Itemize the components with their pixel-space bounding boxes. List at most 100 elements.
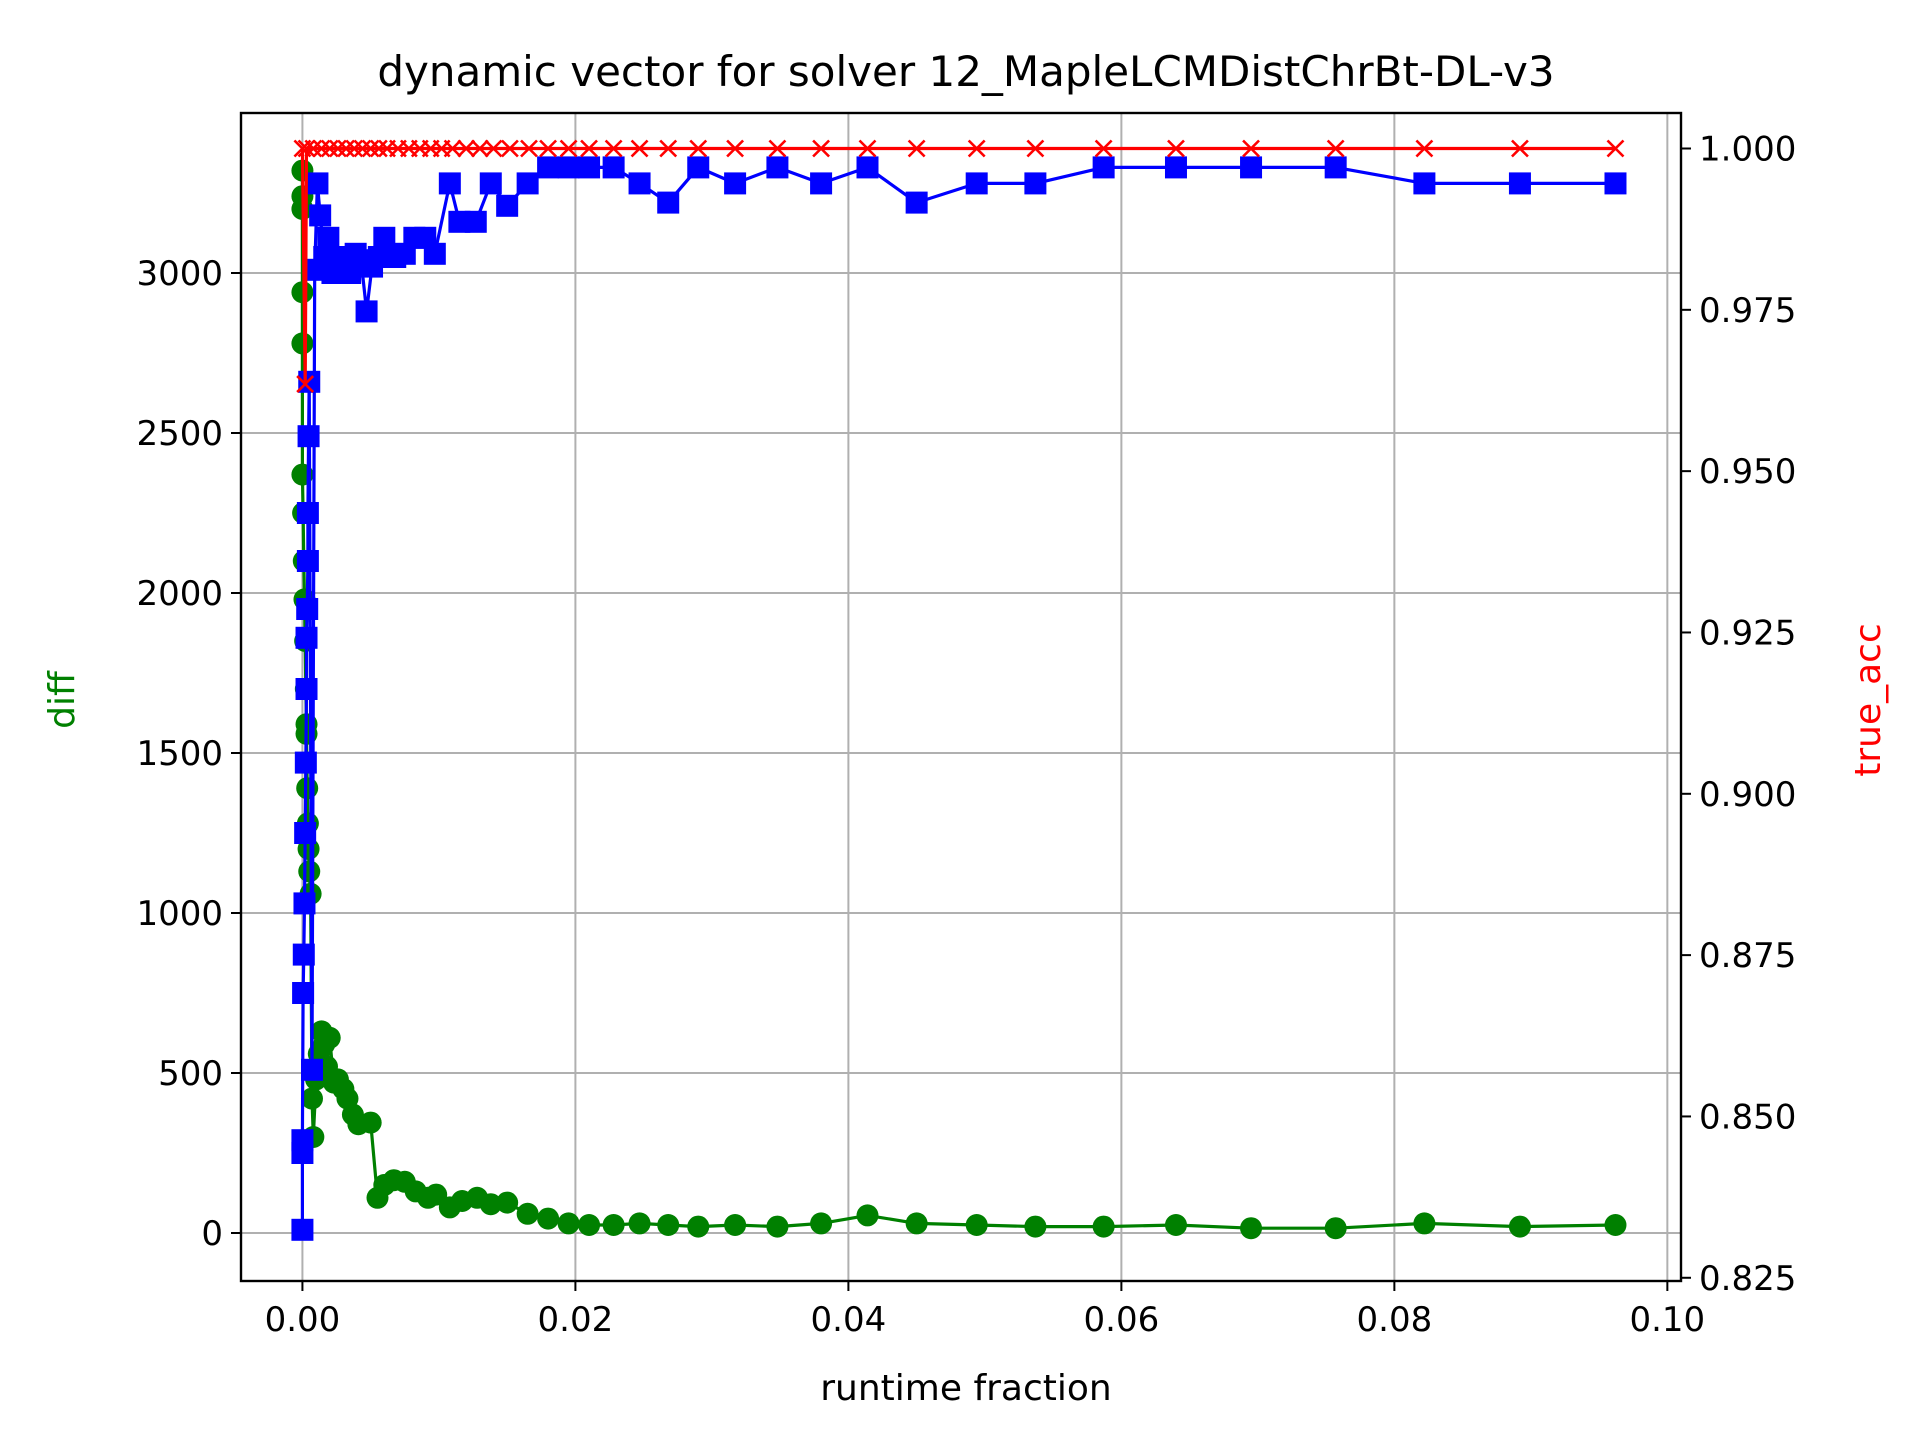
data-point (318, 1026, 341, 1049)
data-point (1324, 156, 1347, 179)
data-point (1092, 156, 1115, 179)
data-point (298, 860, 321, 883)
data-point (905, 1212, 928, 1235)
data-point (320, 139, 339, 158)
series-x-group (293, 139, 1625, 393)
y-right-tick-label: 0.925 (1699, 613, 1796, 653)
data-point (291, 1129, 314, 1152)
data-point (306, 172, 329, 195)
data-point (520, 139, 538, 158)
data-point (628, 172, 651, 195)
data-point (630, 139, 649, 158)
data-point (443, 139, 462, 158)
data-point (1240, 156, 1263, 179)
data-point (300, 1087, 323, 1110)
data-point (496, 1191, 519, 1214)
data-point (766, 1215, 789, 1238)
data-point (345, 139, 364, 158)
data-point (312, 139, 331, 158)
data-point (657, 1214, 680, 1236)
data-point (602, 156, 625, 179)
y-left-tick-label: 2000 (136, 574, 223, 614)
data-point (557, 1212, 580, 1235)
y-right-tick-label: 0.850 (1699, 1097, 1796, 1137)
y-right-tick-label: 0.875 (1699, 936, 1796, 976)
x-tick-label: 0.02 (538, 1300, 614, 1340)
data-point (1164, 156, 1187, 179)
data-point (1092, 1215, 1115, 1238)
data-point (317, 226, 340, 249)
data-point (1326, 139, 1345, 158)
data-point (687, 156, 710, 179)
data-point (726, 139, 745, 158)
data-point (1508, 172, 1531, 195)
data-point (516, 172, 539, 195)
y-left-tick-label: 0 (201, 1214, 223, 1254)
data-point (1026, 139, 1045, 158)
data-point (479, 1193, 502, 1216)
data-point (812, 139, 831, 158)
x-tick-label: 0.00 (265, 1300, 341, 1340)
data-point (810, 172, 833, 195)
data-point (309, 204, 332, 227)
series-layer (291, 139, 1627, 1241)
data-point (907, 139, 926, 158)
data-point (580, 139, 598, 158)
y-left-tick-label: 1500 (136, 734, 223, 774)
data-point (1413, 1212, 1436, 1235)
data-point (967, 139, 986, 158)
data-point (361, 139, 380, 158)
series-square-group (291, 156, 1627, 1241)
data-point (457, 139, 476, 158)
data-point (537, 1207, 560, 1230)
y-right-axis-title: true_acc (1848, 623, 1889, 777)
data-point (293, 892, 316, 915)
data-point (578, 156, 601, 179)
data-point (296, 375, 315, 393)
data-point (369, 139, 388, 158)
x-tick-label: 0.04 (811, 1300, 887, 1340)
data-point (766, 156, 789, 179)
y-right-tick-label: 0.950 (1699, 452, 1796, 492)
data-point (1167, 139, 1185, 158)
data-point (297, 139, 316, 158)
data-point (724, 1214, 747, 1236)
data-point (557, 156, 580, 179)
data-point (328, 139, 347, 158)
data-point (337, 139, 356, 158)
y-right-tick-label: 0.900 (1699, 775, 1796, 815)
x-tick-label: 0.10 (1629, 1300, 1705, 1340)
data-point (438, 172, 461, 195)
data-point (464, 210, 487, 233)
data-point (1240, 1217, 1263, 1240)
data-point (359, 1111, 382, 1134)
data-point (657, 191, 680, 214)
data-point (659, 139, 678, 158)
data-point (1606, 139, 1625, 158)
data-point (291, 281, 314, 304)
data-point (484, 139, 503, 158)
data-point (291, 1218, 314, 1241)
data-point (768, 139, 787, 158)
data-point (965, 1214, 988, 1236)
data-point (300, 1058, 323, 1081)
data-point (296, 502, 319, 524)
data-point (423, 242, 446, 265)
y-right-tick-label: 0.975 (1699, 291, 1796, 331)
data-point (1324, 1217, 1347, 1240)
data-point (539, 139, 558, 158)
data-point (295, 678, 318, 700)
data-point (291, 332, 314, 355)
y-left-tick-label: 3000 (136, 254, 223, 294)
data-point (604, 139, 623, 158)
data-point (1415, 139, 1434, 158)
plot-frame (239, 111, 1683, 1283)
data-point (516, 1202, 539, 1225)
grid-layer (241, 113, 1681, 1281)
y-right-tick-label: 0.825 (1699, 1259, 1796, 1299)
data-point (496, 194, 519, 217)
series-circle-group (291, 159, 1627, 1240)
data-point (724, 172, 747, 195)
data-point (537, 156, 560, 179)
data-point (1094, 139, 1113, 158)
